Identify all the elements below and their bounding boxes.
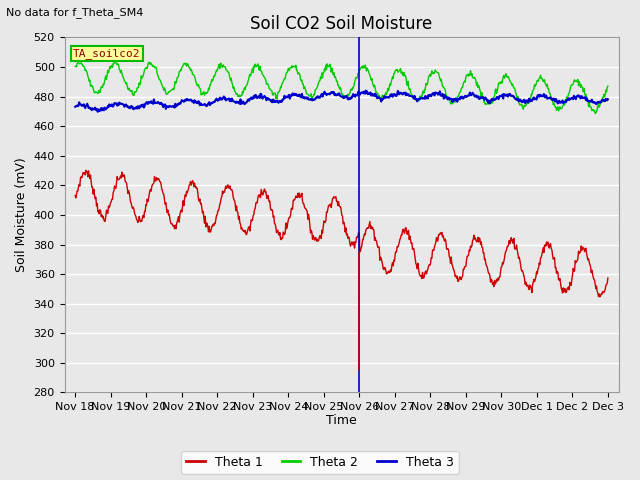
X-axis label: Time: Time	[326, 414, 357, 427]
Text: TA_soilco2: TA_soilco2	[73, 48, 140, 59]
Legend: Theta 1, Theta 2, Theta 3: Theta 1, Theta 2, Theta 3	[181, 451, 459, 474]
Y-axis label: Soil Moisture (mV): Soil Moisture (mV)	[15, 157, 28, 272]
Title: Soil CO2 Soil Moisture: Soil CO2 Soil Moisture	[250, 15, 433, 33]
Text: No data for f_Theta_SM4: No data for f_Theta_SM4	[6, 7, 144, 18]
